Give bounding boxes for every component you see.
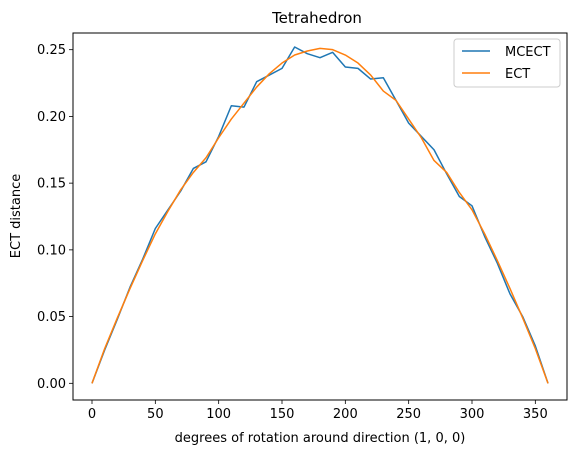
- legend: MCECT ECT: [453, 38, 561, 88]
- y-tick-label: 0.10: [37, 243, 66, 258]
- x-tick-label: 350: [523, 407, 548, 422]
- x-tick-label: 200: [333, 407, 358, 422]
- series-layer: [91, 46, 549, 384]
- y-tick-label: 0.25: [37, 43, 66, 58]
- plot-area-frame: [72, 32, 568, 401]
- y-tick-label: 0.15: [37, 177, 66, 192]
- series-line-ect: [91, 47, 549, 384]
- x-tick-label: 300: [460, 407, 485, 422]
- x-tick-label: 250: [396, 407, 421, 422]
- x-axis-ticks: 0 50 100 150 200 250 300 350: [88, 400, 548, 422]
- x-tick-label: 50: [147, 407, 164, 422]
- legend-label-mcect: MCECT: [505, 45, 551, 60]
- y-axis-label: ECT distance: [9, 174, 24, 258]
- y-axis-ticks: 0.00 0.05 0.10 0.15 0.20 0.25: [37, 43, 73, 392]
- x-tick-label: 0: [88, 407, 96, 422]
- x-tick-label: 100: [206, 407, 231, 422]
- x-axis-label: degrees of rotation around direction (1,…: [175, 431, 466, 446]
- y-tick-label: 0.20: [37, 110, 66, 125]
- x-tick-label: 150: [270, 407, 295, 422]
- chart-title: Tetrahedron: [271, 9, 362, 27]
- y-tick-label: 0.00: [37, 377, 66, 392]
- y-tick-label: 0.05: [37, 310, 66, 325]
- legend-label-ect: ECT: [505, 67, 530, 82]
